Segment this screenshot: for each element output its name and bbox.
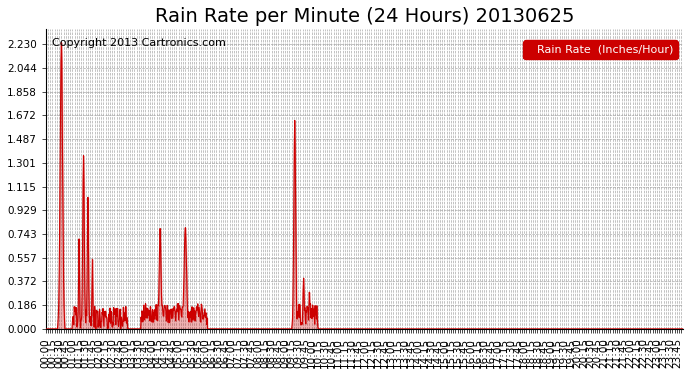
Text: Copyright 2013 Cartronics.com: Copyright 2013 Cartronics.com [52,38,226,48]
Title: Rain Rate per Minute (24 Hours) 20130625: Rain Rate per Minute (24 Hours) 20130625 [155,7,574,26]
Legend: Rain Rate  (Inches/Hour): Rain Rate (Inches/Hour) [523,40,678,59]
